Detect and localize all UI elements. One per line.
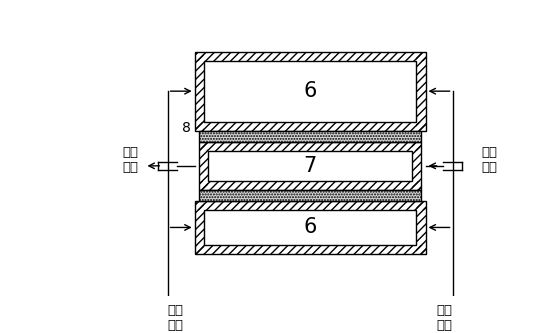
Bar xyxy=(199,142,421,151)
Bar xyxy=(208,151,412,181)
Bar xyxy=(195,52,204,131)
Bar xyxy=(195,245,426,254)
Text: 8: 8 xyxy=(182,121,191,135)
Bar xyxy=(204,210,417,245)
Bar xyxy=(199,131,421,142)
Bar xyxy=(195,201,204,254)
Text: 7: 7 xyxy=(304,156,317,176)
Bar xyxy=(199,142,421,190)
Bar xyxy=(412,142,421,190)
Text: 6: 6 xyxy=(304,81,317,101)
Text: 冷却
水进: 冷却 水进 xyxy=(167,304,183,332)
Bar xyxy=(195,201,426,210)
Bar xyxy=(195,52,426,61)
Bar xyxy=(195,122,426,131)
Text: 6: 6 xyxy=(304,217,317,237)
Bar xyxy=(199,190,421,201)
Bar xyxy=(204,61,417,122)
Bar xyxy=(417,201,426,254)
Bar xyxy=(417,52,426,131)
Bar xyxy=(199,142,208,190)
Bar xyxy=(199,181,421,190)
Text: 导热
油出: 导热 油出 xyxy=(123,146,139,174)
Bar xyxy=(195,52,426,131)
Bar xyxy=(195,201,426,254)
Text: 冷却
水出: 冷却 水出 xyxy=(437,304,453,332)
Text: 导热
油进: 导热 油进 xyxy=(482,146,497,174)
